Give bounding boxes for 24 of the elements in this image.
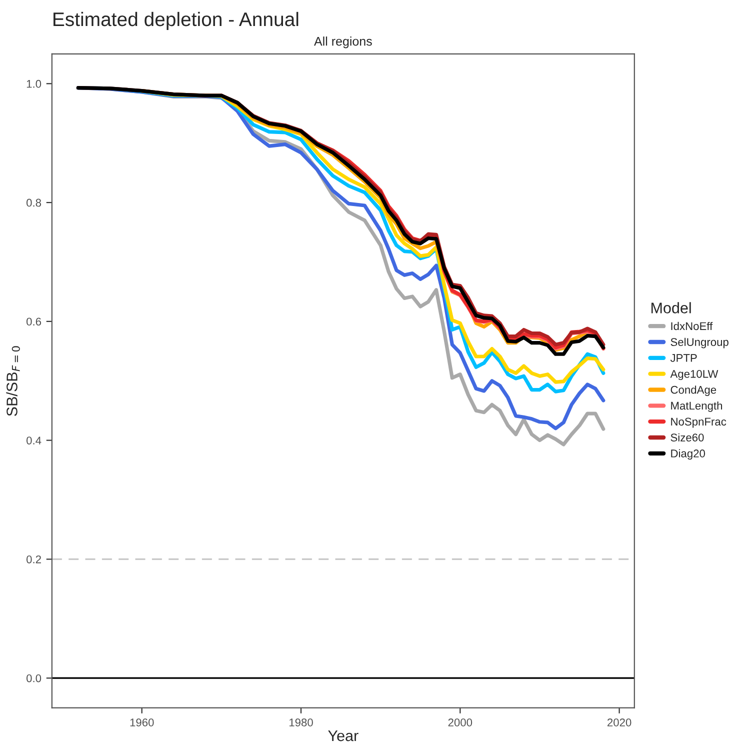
x-tick-label: 2020 bbox=[607, 718, 632, 726]
y-tick-label: 0.0 bbox=[26, 674, 42, 682]
chart-title: Estimated depletion - Annual bbox=[54, 12, 298, 30]
x-axis-title: Year bbox=[328, 730, 358, 742]
y-tick-label: 0.6 bbox=[26, 318, 42, 326]
legend-label: Size60 bbox=[670, 433, 704, 442]
x-tick-label: 1980 bbox=[289, 718, 313, 726]
legend-title: Model bbox=[651, 302, 691, 314]
legend-label: CondAge bbox=[670, 386, 716, 396]
chart-subtitle: All regions bbox=[314, 36, 372, 48]
y-tick-label: 0.4 bbox=[26, 436, 42, 444]
y-tick-label: 0.8 bbox=[26, 198, 42, 207]
legend-label: Diag20 bbox=[671, 449, 706, 460]
legend-label: Age10LW bbox=[670, 370, 718, 380]
x-tick-label: 1960 bbox=[130, 718, 154, 726]
y-tick-label: 0.2 bbox=[26, 555, 41, 564]
y-tick-label: 1.0 bbox=[26, 80, 42, 88]
legend-label: IdxNoEff bbox=[671, 322, 713, 330]
legend-label: MatLength bbox=[671, 402, 722, 412]
legend-label: NoSpnFrac bbox=[671, 418, 726, 428]
legend-label: SelUngroup bbox=[670, 338, 728, 348]
legend-label: JPTP bbox=[670, 354, 697, 362]
x-tick-label: 2000 bbox=[448, 718, 472, 726]
y-axis-title: SB/SB$_{F=0}$ bbox=[6, 346, 20, 416]
